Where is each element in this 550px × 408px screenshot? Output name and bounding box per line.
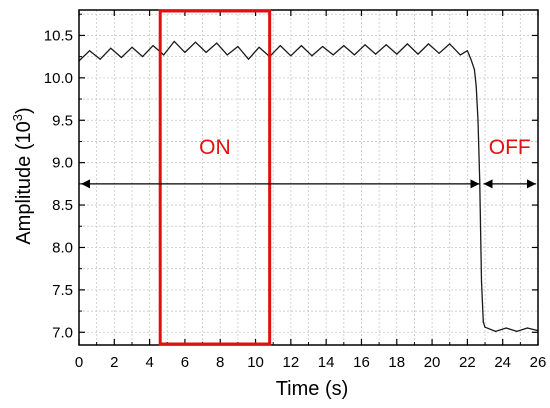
labels: ON OFF [199, 136, 531, 159]
y-tick-label: 9.5 [52, 112, 73, 129]
x-tick-label: 20 [424, 354, 441, 371]
y-axis-title: Amplitude (103) [10, 107, 35, 244]
x-tick-label: 6 [181, 354, 189, 371]
x-tick-label: 0 [75, 354, 83, 371]
x-tick-label: 4 [145, 354, 153, 371]
data-point [152, 45, 154, 47]
arrow-head [527, 179, 536, 189]
data-point [99, 58, 101, 60]
data-point [406, 43, 408, 45]
data-point [237, 45, 239, 48]
data-point [482, 321, 484, 323]
data-point [332, 54, 334, 56]
on-highlight-box [158, 9, 272, 346]
data-point [343, 45, 345, 47]
x-tick-labels: 0 2 4 6 8 10 12 14 16 18 20 22 24 26 [75, 354, 547, 371]
data-point [322, 45, 324, 48]
data-point [375, 53, 377, 55]
x-tick-label: 12 [283, 354, 300, 371]
x-tick-label: 2 [110, 354, 118, 371]
data-point [475, 85, 477, 87]
data-point [526, 327, 529, 329]
data-point [290, 55, 292, 57]
data-point [110, 47, 112, 49]
data-point [205, 51, 207, 54]
data-point [516, 330, 518, 332]
data-point [247, 58, 250, 60]
data-point [300, 45, 302, 47]
data-point [449, 43, 451, 45]
data-point [279, 45, 281, 47]
data-point [505, 327, 507, 329]
y-axis-title-close: ) [13, 107, 35, 114]
data-point [311, 55, 313, 57]
data-point [495, 330, 497, 332]
data-point [173, 40, 175, 43]
data-point [226, 54, 228, 56]
data-point [89, 50, 91, 52]
data-point [364, 44, 366, 46]
arrow-head [483, 179, 493, 189]
series-layer [78, 40, 539, 333]
y-tick-label: 10.5 [44, 27, 73, 44]
data-point [459, 54, 461, 56]
data-point [216, 42, 218, 44]
x-tick-label: 18 [388, 354, 405, 371]
data-point [142, 56, 144, 58]
y-tick-label: 7.0 [52, 324, 73, 341]
data-point [417, 53, 419, 55]
x-tick-label: 10 [247, 354, 264, 371]
data-point [479, 179, 481, 181]
x-tick-label: 16 [353, 354, 370, 371]
data-point [163, 54, 165, 56]
data-point [480, 280, 483, 282]
x-tick-label: 24 [494, 354, 511, 371]
y-tick-label: 8.5 [52, 197, 73, 214]
data-point [473, 68, 475, 70]
data-point [470, 58, 472, 60]
data-point [396, 53, 398, 55]
data-point [353, 54, 355, 56]
y-tick-labels: 7.0 7.5 8.0 8.5 9.0 9.5 10.0 10.5 [44, 27, 73, 341]
x-tick-label: 26 [530, 354, 547, 371]
y-tick-label: 7.5 [52, 282, 73, 299]
y-tick-label: 8.0 [52, 239, 73, 256]
y-tick-label: 9.0 [52, 155, 73, 172]
data-point [427, 43, 430, 45]
on-region-label: ON [199, 136, 231, 159]
x-tick-label: 14 [318, 354, 335, 371]
x-axis-title: Time (s) [276, 378, 349, 400]
data-point [466, 50, 468, 52]
data-point [194, 41, 197, 43]
y-tick-label: 10.0 [44, 70, 73, 87]
plot-frame [78, 9, 539, 346]
grid [78, 10, 539, 345]
data-point [438, 52, 440, 54]
data-point [385, 44, 387, 46]
data-point [258, 46, 260, 48]
x-tick-label: 22 [459, 354, 476, 371]
arrow-head [81, 179, 90, 189]
data-point [184, 51, 186, 54]
data-point [120, 56, 122, 59]
data-point [131, 46, 133, 48]
y-axis-title-superscript: 3 [10, 114, 25, 121]
x-tick-label: 8 [216, 354, 224, 371]
data-point [484, 326, 486, 328]
span-layer [81, 179, 536, 189]
off-region-label: OFF [489, 136, 531, 159]
arrow-head [470, 179, 480, 189]
y-axis-title-main: Amplitude (10 [13, 121, 35, 244]
data-point [477, 119, 479, 121]
